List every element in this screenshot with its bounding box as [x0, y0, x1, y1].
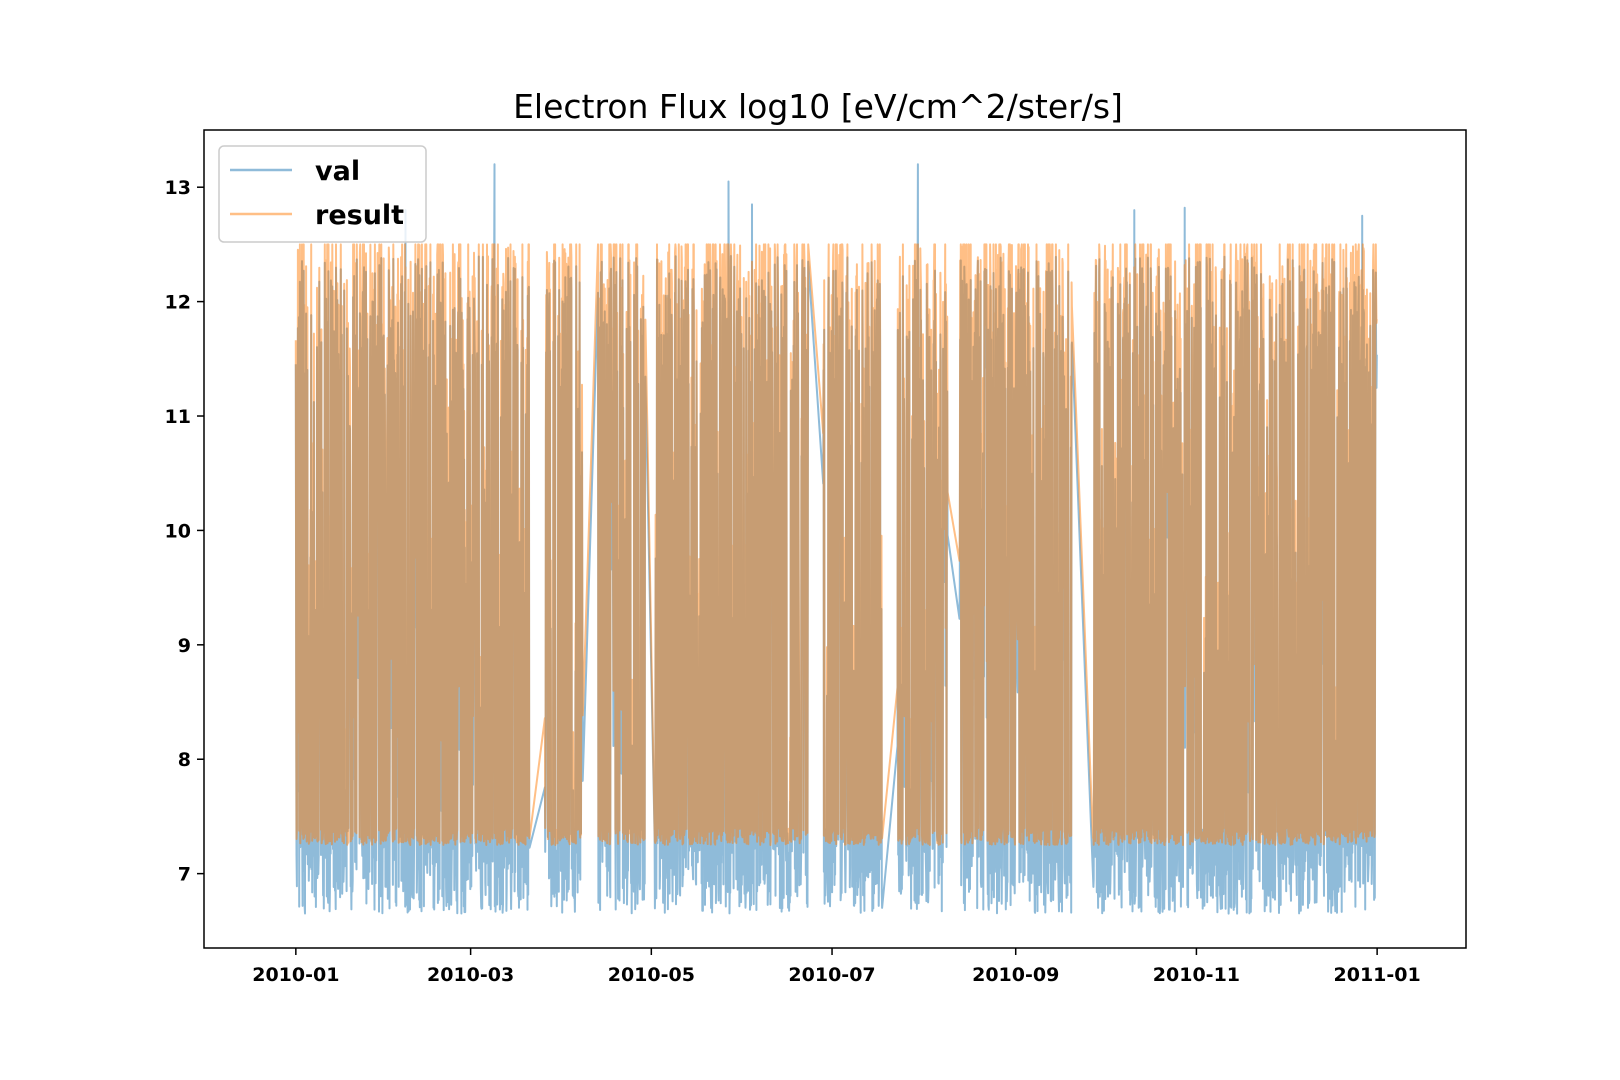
- y-tick-label: 8: [178, 749, 191, 771]
- x-tick-label: 2011-01: [1334, 964, 1421, 986]
- y-tick-label: 12: [165, 292, 191, 314]
- y-tick-label: 7: [178, 864, 191, 886]
- y-tick-label: 10: [165, 520, 191, 542]
- y-tick-label: 11: [165, 406, 191, 428]
- y-tick-label: 9: [178, 635, 191, 657]
- x-tick-label: 2010-11: [1153, 964, 1240, 986]
- x-tick-label: 2010-05: [608, 964, 695, 986]
- legend: val result: [218, 145, 427, 243]
- series-layer: [294, 163, 1378, 915]
- y-tick-label: 13: [165, 177, 191, 199]
- plot-frame: [203, 129, 1467, 949]
- x-tick-label: 2010-09: [972, 964, 1059, 986]
- x-axis: 2010-01 2010-03 2010-05 2010-07 2010-09 2010-…: [252, 948, 1421, 986]
- x-tick-label: 2010-07: [788, 964, 875, 986]
- y-axis: 7 8 9 10 11 12 13: [165, 177, 204, 886]
- legend-label-result: result: [315, 200, 404, 231]
- chart-title: Electron Flux log10 [eV/cm^2/ster/s]: [513, 87, 1123, 126]
- x-tick-label: 2010-03: [427, 964, 514, 986]
- legend-label-val: val: [315, 156, 360, 187]
- series-line-result: [294, 243, 1378, 846]
- x-tick-label: 2010-01: [252, 964, 339, 986]
